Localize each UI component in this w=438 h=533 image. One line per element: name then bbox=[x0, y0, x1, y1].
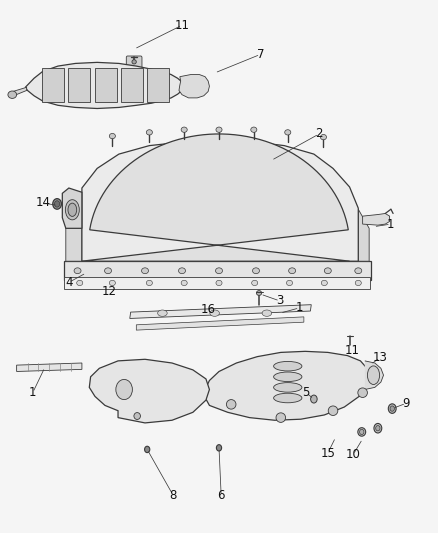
Ellipse shape bbox=[274, 372, 302, 382]
Ellipse shape bbox=[216, 445, 222, 451]
Ellipse shape bbox=[321, 280, 327, 286]
Ellipse shape bbox=[181, 127, 187, 132]
Ellipse shape bbox=[358, 388, 367, 398]
Polygon shape bbox=[9, 87, 27, 97]
Ellipse shape bbox=[216, 280, 222, 286]
Ellipse shape bbox=[226, 400, 236, 409]
Ellipse shape bbox=[146, 280, 152, 286]
Ellipse shape bbox=[324, 268, 331, 273]
Polygon shape bbox=[136, 317, 304, 330]
Ellipse shape bbox=[54, 201, 60, 207]
Ellipse shape bbox=[116, 379, 132, 400]
Polygon shape bbox=[147, 68, 169, 102]
Polygon shape bbox=[121, 68, 143, 102]
Ellipse shape bbox=[253, 268, 259, 273]
Ellipse shape bbox=[110, 280, 116, 286]
Ellipse shape bbox=[321, 134, 326, 140]
Ellipse shape bbox=[328, 406, 338, 416]
Polygon shape bbox=[64, 261, 371, 280]
Ellipse shape bbox=[179, 268, 185, 273]
Ellipse shape bbox=[210, 310, 219, 317]
Text: 15: 15 bbox=[320, 447, 335, 459]
Polygon shape bbox=[68, 68, 90, 102]
Ellipse shape bbox=[360, 429, 364, 434]
Ellipse shape bbox=[367, 366, 380, 384]
Polygon shape bbox=[365, 361, 384, 390]
Ellipse shape bbox=[105, 268, 112, 273]
Ellipse shape bbox=[390, 406, 394, 411]
Ellipse shape bbox=[276, 413, 286, 422]
Text: 16: 16 bbox=[201, 303, 215, 317]
Text: 14: 14 bbox=[35, 196, 50, 209]
Ellipse shape bbox=[158, 310, 167, 317]
Ellipse shape bbox=[110, 133, 116, 139]
Ellipse shape bbox=[274, 383, 302, 392]
Text: 2: 2 bbox=[315, 127, 323, 140]
Text: 8: 8 bbox=[170, 489, 177, 502]
Ellipse shape bbox=[132, 60, 136, 64]
Polygon shape bbox=[42, 68, 64, 102]
Ellipse shape bbox=[53, 199, 61, 209]
Ellipse shape bbox=[274, 361, 302, 371]
Ellipse shape bbox=[216, 127, 222, 132]
Polygon shape bbox=[66, 192, 82, 261]
Ellipse shape bbox=[355, 268, 362, 273]
Ellipse shape bbox=[215, 268, 223, 273]
Ellipse shape bbox=[286, 280, 293, 286]
Ellipse shape bbox=[256, 290, 261, 295]
Polygon shape bbox=[95, 68, 117, 102]
Text: 10: 10 bbox=[346, 448, 360, 461]
Polygon shape bbox=[82, 134, 350, 261]
Ellipse shape bbox=[146, 130, 152, 135]
Text: 1: 1 bbox=[29, 386, 36, 399]
Text: 4: 4 bbox=[65, 276, 73, 289]
Text: 6: 6 bbox=[217, 489, 225, 502]
Text: 5: 5 bbox=[302, 386, 310, 399]
Ellipse shape bbox=[145, 446, 150, 453]
Text: 7: 7 bbox=[257, 48, 264, 61]
Polygon shape bbox=[17, 363, 82, 372]
Ellipse shape bbox=[141, 268, 148, 273]
Text: 1: 1 bbox=[387, 217, 395, 231]
Ellipse shape bbox=[311, 395, 317, 403]
Ellipse shape bbox=[374, 423, 382, 433]
Text: 13: 13 bbox=[373, 351, 388, 364]
Ellipse shape bbox=[68, 203, 77, 216]
Text: 12: 12 bbox=[102, 286, 117, 298]
Text: 9: 9 bbox=[403, 397, 410, 410]
Polygon shape bbox=[82, 141, 358, 261]
Ellipse shape bbox=[77, 280, 83, 286]
Text: 11: 11 bbox=[344, 344, 359, 357]
Polygon shape bbox=[358, 209, 369, 261]
Polygon shape bbox=[130, 305, 311, 318]
Ellipse shape bbox=[389, 404, 396, 414]
Polygon shape bbox=[64, 277, 371, 289]
Polygon shape bbox=[205, 351, 369, 420]
Ellipse shape bbox=[251, 127, 257, 132]
Ellipse shape bbox=[74, 268, 81, 273]
Ellipse shape bbox=[358, 427, 366, 436]
Ellipse shape bbox=[65, 200, 79, 220]
Ellipse shape bbox=[376, 425, 380, 431]
Text: 3: 3 bbox=[276, 294, 284, 308]
Ellipse shape bbox=[181, 280, 187, 286]
Polygon shape bbox=[62, 188, 82, 228]
Ellipse shape bbox=[355, 280, 361, 286]
Ellipse shape bbox=[274, 393, 302, 403]
Polygon shape bbox=[89, 359, 209, 423]
Polygon shape bbox=[363, 214, 390, 225]
Ellipse shape bbox=[252, 280, 258, 286]
Ellipse shape bbox=[289, 268, 296, 273]
Ellipse shape bbox=[285, 130, 291, 135]
Polygon shape bbox=[179, 75, 209, 98]
Polygon shape bbox=[25, 62, 184, 109]
Text: 1: 1 bbox=[296, 301, 303, 314]
Ellipse shape bbox=[8, 91, 17, 99]
Text: 11: 11 bbox=[174, 19, 190, 32]
FancyBboxPatch shape bbox=[126, 56, 142, 69]
Ellipse shape bbox=[262, 310, 272, 317]
Ellipse shape bbox=[134, 413, 141, 419]
